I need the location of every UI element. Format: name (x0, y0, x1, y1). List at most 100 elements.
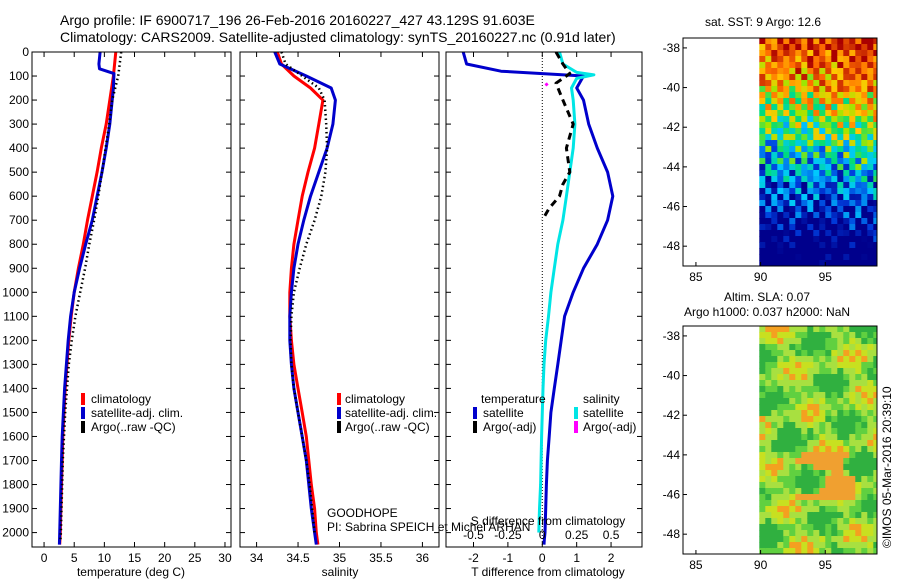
map-cell (867, 422, 874, 429)
sla-map-axes-box (682, 325, 878, 555)
project-label: GOODHOPE (327, 506, 398, 520)
map-cell (861, 104, 868, 111)
map-cell (819, 92, 826, 99)
map-cell (771, 326, 778, 333)
map-cell (855, 152, 862, 159)
map-cell (765, 518, 772, 525)
map-cell (759, 464, 766, 471)
map-cell (777, 446, 784, 453)
map-cell (861, 212, 868, 219)
series-line-t-satellite (461, 52, 615, 545)
map-cell (765, 182, 772, 189)
map-cell (771, 548, 778, 554)
map-cell (759, 194, 766, 201)
map-cell (843, 194, 850, 201)
map-cell (855, 488, 862, 495)
y-tick-label: 1000 (2, 285, 29, 299)
map-cell (759, 56, 766, 63)
map-cell (795, 176, 802, 183)
map-cell (813, 62, 820, 69)
map-cell (801, 68, 808, 75)
map-cell (819, 86, 826, 93)
map-cell (855, 206, 862, 213)
map-cell (873, 512, 877, 519)
map-cell (825, 152, 832, 159)
map-cell (819, 518, 826, 525)
map-cell (765, 416, 772, 423)
map-cell (807, 548, 814, 554)
salinity-xlabel: salinity (322, 565, 359, 579)
map-cell (819, 218, 826, 225)
map-cell (849, 524, 856, 531)
map-cell (789, 524, 796, 531)
map-cell (789, 38, 796, 45)
map-cell (765, 62, 772, 69)
map-cell (771, 458, 778, 465)
y-tick-label: 1300 (2, 357, 29, 371)
map-cell (873, 38, 877, 45)
map-cell (783, 122, 790, 129)
map-cell (837, 68, 844, 75)
map-cell (849, 398, 856, 405)
map-cell (771, 170, 778, 177)
map-cell (759, 38, 766, 45)
map-cell (849, 110, 856, 117)
map-cell (849, 362, 856, 369)
map-cell (801, 506, 808, 513)
map-cell (843, 248, 850, 255)
map-cell (789, 230, 796, 237)
map-cell (867, 536, 874, 543)
map-cell (759, 128, 766, 135)
map-cell (867, 62, 874, 69)
map-cell (837, 446, 844, 453)
map-cell (831, 398, 838, 405)
map-cell (873, 44, 877, 51)
legend-swatch-satellite (337, 407, 341, 419)
map-cell (813, 92, 820, 99)
map-cell (819, 140, 826, 147)
map-cell (783, 248, 790, 255)
map-cell (843, 530, 850, 537)
map-cell (831, 188, 838, 195)
map-cell (843, 512, 850, 519)
map-cell (801, 122, 808, 129)
map-cell (843, 536, 850, 543)
map-cell (777, 44, 784, 51)
map-y-tick-label: -48 (663, 239, 681, 253)
map-cell (801, 182, 808, 189)
map-cell (843, 182, 850, 189)
map-cell (801, 524, 808, 531)
map-cell (837, 482, 844, 489)
map-cell (813, 182, 820, 189)
map-cell (819, 110, 826, 117)
map-cell (831, 458, 838, 465)
map-cell (813, 146, 820, 153)
map-cell (759, 356, 766, 363)
map-cell (789, 530, 796, 537)
map-cell (801, 464, 808, 471)
map-cell (873, 50, 877, 57)
map-cell (801, 536, 808, 543)
map-cell (771, 350, 778, 357)
map-cell (831, 170, 838, 177)
map-cell (813, 344, 820, 351)
map-cell (777, 350, 784, 357)
sst-heatmap (759, 38, 877, 266)
map-y-tick-label: -42 (663, 120, 681, 134)
map-cell (837, 332, 844, 339)
map-cell (765, 368, 772, 375)
map-cell (831, 452, 838, 459)
map-cell (873, 134, 877, 141)
map-cell (777, 338, 784, 345)
map-cell (873, 146, 877, 153)
map-cell (867, 122, 874, 129)
map-cell (771, 188, 778, 195)
map-cell (759, 488, 766, 495)
map-cell (873, 476, 877, 483)
map-cell (765, 44, 772, 51)
map-cell (861, 482, 868, 489)
map-cell (837, 50, 844, 57)
map-cell (831, 206, 838, 213)
map-cell (825, 110, 832, 117)
x-tick-label: 10 (98, 551, 112, 565)
